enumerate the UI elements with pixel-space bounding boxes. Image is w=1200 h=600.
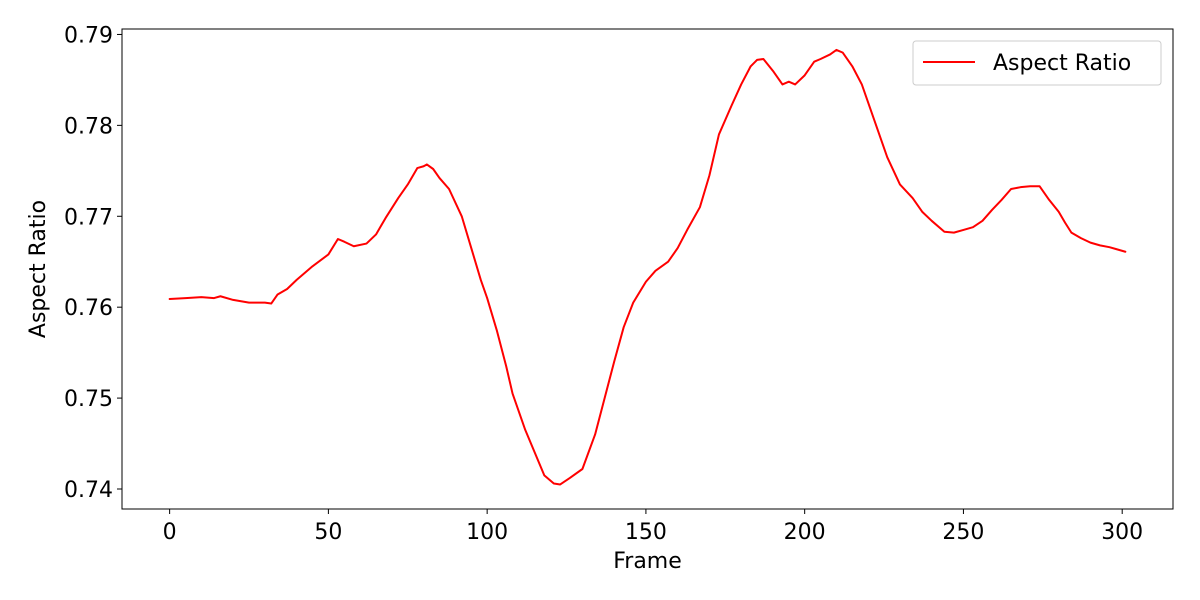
legend-box bbox=[912, 40, 1162, 86]
y-tick-label: 0.75 bbox=[64, 387, 113, 412]
y-axis-title: Aspect Ratio bbox=[26, 200, 51, 338]
plot-area bbox=[121, 28, 1174, 510]
y-tick-label: 0.77 bbox=[64, 205, 113, 230]
y-tick-label: 0.74 bbox=[64, 478, 113, 503]
y-axis: 0.74 0.75 0.76 0.77 0.78 0.79 bbox=[64, 23, 122, 503]
y-tick-label: 0.78 bbox=[64, 114, 113, 139]
x-tick-label: 250 bbox=[942, 520, 984, 545]
x-tick-label: 50 bbox=[314, 520, 342, 545]
x-tick-label: 300 bbox=[1101, 520, 1143, 545]
plot-frame bbox=[121, 28, 1174, 510]
legend: Aspect Ratio bbox=[912, 40, 1162, 86]
x-tick-label: 200 bbox=[784, 520, 826, 545]
y-tick-label: 0.79 bbox=[64, 23, 113, 48]
legend-label-aspect-ratio: Aspect Ratio bbox=[993, 51, 1131, 76]
x-tick-label: 100 bbox=[466, 520, 508, 545]
x-tick-label: 150 bbox=[625, 520, 667, 545]
series-line-0 bbox=[168, 48, 1127, 486]
x-axis: 0 50 100 150 200 250 300 bbox=[163, 509, 1143, 545]
x-tick-label: 0 bbox=[163, 520, 177, 545]
y-tick-label: 0.76 bbox=[64, 296, 113, 321]
x-axis-title: Frame bbox=[613, 549, 682, 574]
